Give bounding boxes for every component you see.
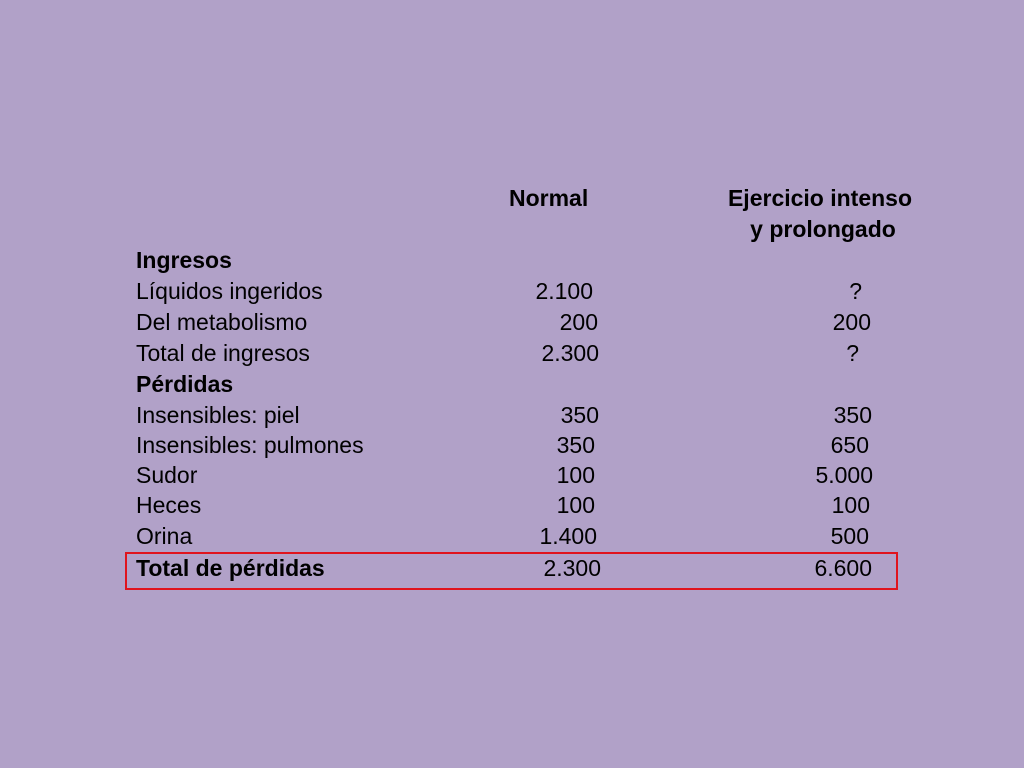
row-normal-value: 200 — [559, 309, 598, 335]
row-normal-value: 2.100 — [535, 278, 593, 304]
header-normal: Normal — [509, 185, 589, 211]
row-label-total-perdidas: Total de pérdidas — [136, 555, 325, 581]
row-normal-value: 1.400 — [539, 523, 597, 549]
row-exercise-value: 5.000 — [815, 462, 873, 488]
row-normal-value: 350 — [556, 432, 595, 458]
row-normal-value: 350 — [560, 402, 599, 428]
row-exercise-value: 6.600 — [814, 555, 872, 581]
row-exercise-value: 200 — [832, 309, 871, 335]
row-label: Sudor — [136, 462, 198, 488]
row-label: Total de ingresos — [136, 340, 310, 366]
row-exercise-value: ? — [846, 340, 859, 366]
row-label: Insensibles: piel — [136, 402, 300, 428]
row-normal-value: 100 — [556, 492, 595, 518]
header-exercise-line1: Ejercicio intenso — [727, 185, 913, 211]
row-label: Del metabolismo — [136, 309, 308, 335]
row-normal-value: 100 — [556, 462, 595, 488]
row-exercise-value: 650 — [830, 432, 869, 458]
row-exercise-value: 350 — [833, 402, 872, 428]
row-label: Líquidos ingeridos — [136, 278, 323, 304]
row-label: Insensibles: pulmones — [136, 432, 364, 458]
row-label: Orina — [136, 523, 193, 549]
header-exercise-line2: y prolongado — [750, 216, 896, 242]
row-exercise-value: ? — [849, 278, 862, 304]
row-exercise-value: 500 — [830, 523, 869, 549]
row-exercise-value: 100 — [831, 492, 870, 518]
row-normal-value: 2.300 — [543, 555, 601, 581]
highlight-box — [125, 552, 898, 590]
section-ingresos: Ingresos — [136, 247, 232, 273]
row-normal-value: 2.300 — [541, 340, 599, 366]
row-label: Heces — [136, 492, 202, 518]
section-perdidas: Pérdidas — [136, 371, 234, 397]
